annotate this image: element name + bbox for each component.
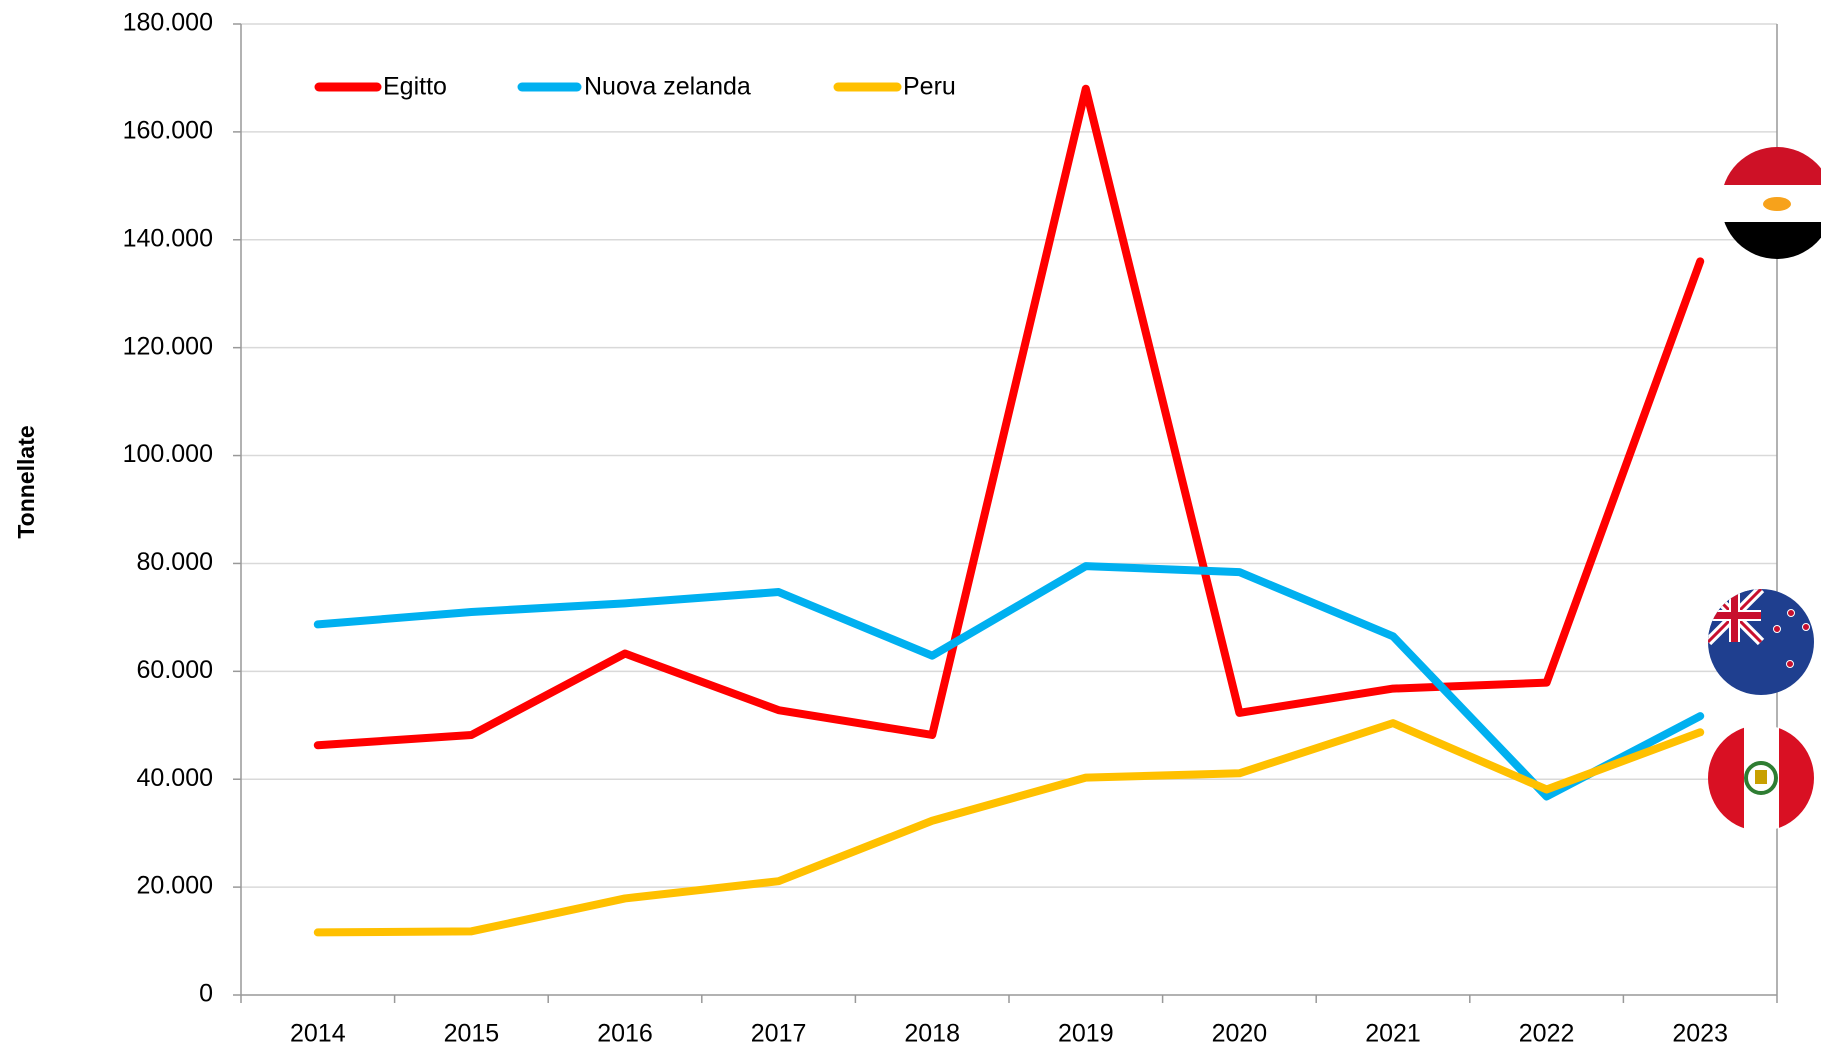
x-tick-label: 2023 (1672, 1020, 1728, 1048)
series-line (313, 719, 1705, 937)
series-line (313, 84, 1705, 750)
x-tick-label: 2018 (904, 1020, 960, 1048)
x-tick-label: 2021 (1365, 1020, 1421, 1048)
y-tick-label: 0 (199, 980, 213, 1008)
legend-label: Peru (903, 73, 956, 101)
y-tick-label: 160.000 (123, 116, 213, 144)
x-tick-label: 2017 (751, 1020, 807, 1048)
x-tick-label: 2016 (597, 1020, 653, 1048)
y-tick-label: 20.000 (137, 872, 213, 900)
legend-label: Nuova zelanda (584, 73, 751, 101)
x-tick-label: 2015 (444, 1020, 500, 1048)
x-tick-label: 2020 (1212, 1020, 1268, 1048)
y-tick-label: 40.000 (137, 764, 213, 792)
y-axis-title: Tonnellate (13, 425, 39, 538)
y-tick-label: 80.000 (137, 548, 213, 576)
y-tick-label: 120.000 (123, 332, 213, 360)
series-line (313, 562, 1705, 801)
y-tick-label: 60.000 (137, 656, 213, 684)
legend-label: Egitto (383, 73, 447, 101)
x-tick-label: 2014 (290, 1020, 346, 1048)
y-tick-label: 180.000 (123, 9, 213, 37)
flag-new-zealand (1708, 589, 1814, 695)
y-tick-label: 100.000 (123, 440, 213, 468)
x-tick-label: 2022 (1519, 1020, 1575, 1048)
flags (1708, 147, 1821, 831)
flag-egypt (1721, 147, 1821, 259)
flag-peru (1708, 725, 1814, 831)
y-tick-label: 140.000 (123, 224, 213, 252)
x-tick-label: 2019 (1058, 1020, 1114, 1048)
